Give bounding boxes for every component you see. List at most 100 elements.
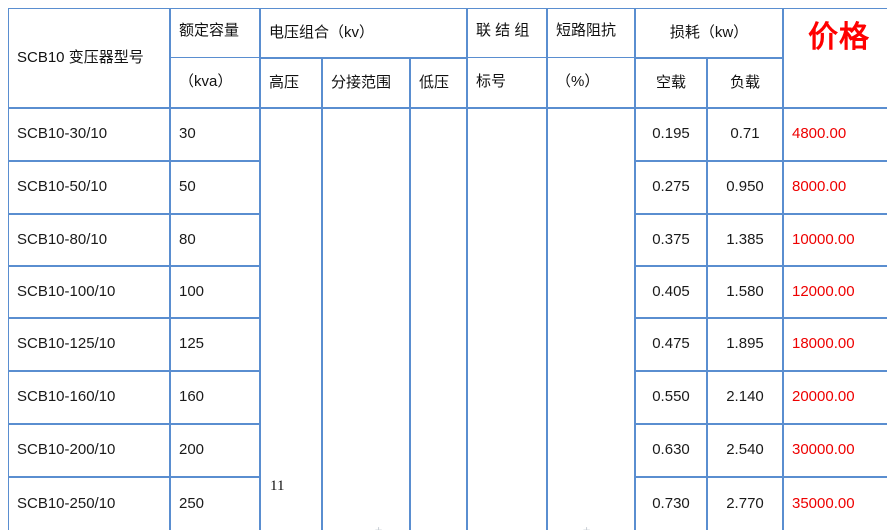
table-row: 0.405 <box>635 266 707 318</box>
cell-capacity: 125 <box>179 335 205 353</box>
cell-capacity: 160 <box>179 388 205 406</box>
table-row: 0.730 <box>635 477 707 530</box>
table-row: SCB10-250/10 <box>8 477 170 530</box>
clipped-text-artifact-tap: ± <box>375 524 415 530</box>
table-row: 0.475 <box>635 318 707 371</box>
table-row: SCB10-80/10 <box>8 214 170 266</box>
header-capacity-top: 额定容量 <box>170 8 260 58</box>
cell-load: 1.580 <box>726 282 764 300</box>
header-impedance-label: 短路阻抗 <box>556 22 617 39</box>
cell-price: 35000.00 <box>792 495 855 513</box>
cell-capacity: 30 <box>179 125 196 143</box>
table-row: 1.385 <box>707 214 783 266</box>
cell-noload: 0.730 <box>652 495 690 513</box>
header-voltage-high-label: 高压 <box>269 73 300 91</box>
table-row: SCB10-50/10 <box>8 161 170 214</box>
table-row: 18000.00 <box>783 318 887 371</box>
header-voltage-group: 电压组合（kv） <box>260 8 467 58</box>
cell-noload: 0.550 <box>652 388 690 406</box>
cell-price: 4800.00 <box>792 125 847 143</box>
cell-capacity: 80 <box>179 230 196 248</box>
header-loss-load: 负载 <box>707 58 783 108</box>
table-row: SCB10-200/10 <box>8 424 170 477</box>
header-price: 价格 <box>783 8 887 108</box>
table-row: 1.895 <box>707 318 783 371</box>
header-voltage-low-label: 低压 <box>419 73 450 91</box>
table-row: 0.71 <box>707 108 783 161</box>
cell-load: 1.895 <box>726 335 764 353</box>
cell-model: SCB10-30/10 <box>17 125 108 143</box>
merged-high-voltage-value: 11 <box>270 478 285 494</box>
cell-price: 8000.00 <box>792 178 847 196</box>
header-loss-noload-label: 空载 <box>655 73 686 91</box>
merged-cell-tap-range <box>322 108 410 530</box>
header-voltage-tap: 分接范围 <box>322 58 410 108</box>
cell-model: SCB10-200/10 <box>17 441 116 459</box>
table-row: 30 <box>170 108 260 161</box>
header-capacity-unit: （kva） <box>170 58 260 108</box>
cell-noload: 0.375 <box>652 230 690 248</box>
cell-capacity: 250 <box>179 495 205 513</box>
table-row: 160 <box>170 371 260 424</box>
table-row: 1.580 <box>707 266 783 318</box>
header-impedance-unit-label: （%） <box>556 73 600 91</box>
header-impedance-top: 短路阻抗 <box>547 8 635 58</box>
table-row: 35000.00 <box>783 477 887 530</box>
cell-load: 2.540 <box>726 441 764 459</box>
header-connection-bottom: 标号 <box>467 58 547 108</box>
cell-price: 10000.00 <box>792 230 855 248</box>
table-row: 8000.00 <box>783 161 887 214</box>
cell-model: SCB10-125/10 <box>17 335 116 353</box>
header-capacity-unit-label: （kva） <box>179 73 233 91</box>
table-row: 250 <box>170 477 260 530</box>
merged-cell-connection <box>467 108 547 530</box>
merged-cell-impedance <box>547 108 635 530</box>
header-voltage-group-label: 电压组合（kv） <box>269 23 375 41</box>
cell-noload: 0.275 <box>652 178 690 196</box>
cell-noload: 0.630 <box>652 441 690 459</box>
header-capacity-label: 额定容量 <box>179 22 240 39</box>
cell-model: SCB10-250/10 <box>17 495 116 513</box>
header-loss-group-label: 损耗（kw） <box>669 23 749 41</box>
table-row: 200 <box>170 424 260 477</box>
table-row: SCB10-160/10 <box>8 371 170 424</box>
cell-capacity: 100 <box>179 282 205 300</box>
header-voltage-low: 低压 <box>410 58 467 108</box>
cell-load: 2.140 <box>726 388 764 406</box>
table-row: SCB10-100/10 <box>8 266 170 318</box>
header-loss-load-label: 负载 <box>729 73 760 91</box>
header-loss-noload: 空载 <box>635 58 707 108</box>
table-row: 50 <box>170 161 260 214</box>
merged-cell-high-voltage <box>260 108 322 530</box>
clipped-text-artifact-impedance: ± <box>583 524 623 530</box>
cell-capacity: 50 <box>179 178 196 196</box>
header-loss-group: 损耗（kw） <box>635 8 783 58</box>
header-price-label: 价格 <box>808 21 870 54</box>
cell-model: SCB10-100/10 <box>17 282 116 300</box>
cell-load: 1.385 <box>726 230 764 248</box>
cell-model: SCB10-160/10 <box>17 388 116 406</box>
header-voltage-high: 高压 <box>260 58 322 108</box>
table-row: 2.140 <box>707 371 783 424</box>
table-row: 0.195 <box>635 108 707 161</box>
merged-cell-low-voltage <box>410 108 467 530</box>
header-connection-top: 联 结 组 <box>467 8 547 58</box>
cell-price: 18000.00 <box>792 335 855 353</box>
table-row: 0.275 <box>635 161 707 214</box>
header-impedance-unit: （%） <box>547 58 635 108</box>
table-row: 0.550 <box>635 371 707 424</box>
table-row: 0.375 <box>635 214 707 266</box>
cell-noload: 0.475 <box>652 335 690 353</box>
table-row: SCB10-125/10 <box>8 318 170 371</box>
cell-price: 12000.00 <box>792 282 855 300</box>
cell-load: 0.71 <box>730 125 760 143</box>
table-row: 20000.00 <box>783 371 887 424</box>
header-connection-label: 联 结 组 <box>476 22 530 39</box>
table-row: 30000.00 <box>783 424 887 477</box>
cell-price: 20000.00 <box>792 388 855 406</box>
table-row: 12000.00 <box>783 266 887 318</box>
cell-capacity: 200 <box>179 441 205 459</box>
cell-model: SCB10-80/10 <box>17 230 108 248</box>
header-connection-sublabel: 标号 <box>476 73 507 91</box>
table-row: 10000.00 <box>783 214 887 266</box>
